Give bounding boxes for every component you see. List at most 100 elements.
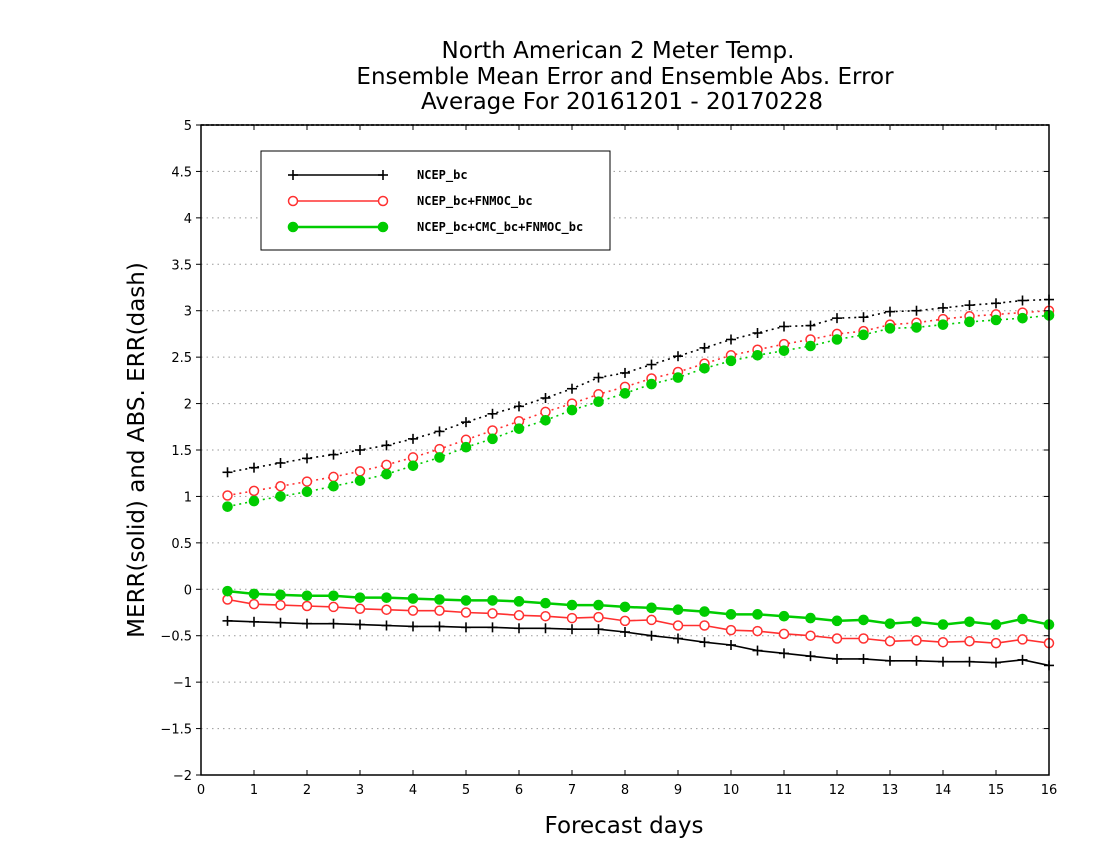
abs-err-point <box>937 319 949 330</box>
merr-point <box>249 616 259 627</box>
merr-point <box>461 622 471 633</box>
merr-point <box>779 648 789 659</box>
y-tick-label: −2 <box>173 769 192 784</box>
abs-err-point <box>673 351 683 362</box>
y-tick-label: −1 <box>173 676 192 691</box>
abs-err-point <box>540 393 551 403</box>
x-tick-label: 5 <box>462 783 470 798</box>
abs-err-point <box>407 460 419 472</box>
x-tick-label: 11 <box>776 783 793 798</box>
abs-err-point <box>991 298 1001 309</box>
merr-point <box>487 622 498 633</box>
merr-point <box>619 615 631 627</box>
merr-point <box>938 656 948 667</box>
abs-err-point <box>1017 295 1028 306</box>
merr-point <box>752 609 763 620</box>
y-axis: −2 −1.5 −1 −0.5 0 0.5 1 1.5 2 2.5 3 3.5 4 4.5 5 <box>160 119 1049 784</box>
abs-err-point <box>884 323 896 334</box>
x-tick-label: 2 <box>303 783 311 798</box>
merr-point <box>593 624 604 635</box>
merr-point <box>778 610 790 622</box>
merr-point <box>222 615 233 626</box>
merr-point <box>619 601 631 613</box>
merr-point <box>964 636 975 647</box>
abs-err-point <box>302 453 312 464</box>
abs-err-point <box>222 467 233 478</box>
merr-point <box>699 637 710 648</box>
merr-point <box>381 604 392 615</box>
abs-err-point <box>911 305 922 316</box>
abs-err-point <box>938 302 948 313</box>
merr-point <box>514 623 524 634</box>
legend-marker <box>377 195 389 207</box>
abs-err-point <box>461 417 471 428</box>
legend-marker <box>287 221 299 233</box>
merr-point <box>646 602 657 614</box>
y-tick-label: 0 <box>184 583 192 598</box>
merr-point <box>434 621 445 632</box>
merr-point <box>805 651 816 662</box>
merr-point <box>354 603 366 615</box>
merr-point <box>301 600 313 612</box>
abs-err-point <box>646 378 657 390</box>
merr-point <box>407 605 419 616</box>
merr-point <box>937 636 949 648</box>
merr-point <box>752 625 763 637</box>
title-line-2: Ensemble Mean Error and Ensemble Abs. Er… <box>356 64 894 90</box>
merr-point <box>248 598 260 610</box>
legend: NCEP_bc NCEP_bc+FNMOC_bc NCEP_bc+CMC_bc+FN… <box>260 150 611 251</box>
merr-point <box>964 656 975 667</box>
y-tick-label: −0.5 <box>160 630 192 645</box>
abs-err-point <box>487 433 498 445</box>
merr-point <box>328 618 339 629</box>
abs-err-point <box>328 449 339 460</box>
merr-point <box>1017 613 1028 625</box>
series-3 <box>222 310 1055 630</box>
merr-point <box>275 599 286 611</box>
merr-point <box>805 630 816 641</box>
x-tick-label: 9 <box>674 783 682 798</box>
merr-point <box>302 618 312 629</box>
merr-point <box>937 619 949 630</box>
merr-point <box>381 592 392 603</box>
merr-point <box>566 599 578 611</box>
abs-err-point <box>964 300 975 311</box>
abs-err-point <box>699 342 710 353</box>
merr-point <box>513 596 525 607</box>
legend-marker <box>288 170 298 180</box>
legend-label: NCEP_bc <box>417 168 468 183</box>
merr-point <box>725 624 737 636</box>
abs-err-point <box>593 396 604 408</box>
abs-err-point <box>1017 312 1028 324</box>
title-line-3: Average For 20161201 - 20170228 <box>421 89 823 115</box>
legend-label: NCEP_bc+CMC_bc+FNMOC_bc <box>417 220 583 235</box>
abs-err-point <box>699 362 710 374</box>
abs-err-point <box>222 490 233 501</box>
abs-err-point <box>752 349 763 361</box>
merr-point <box>381 620 392 631</box>
x-axis-label: Forecast days <box>545 813 704 839</box>
y-axis-label: MERR(solid) and ABS. ERR(dash) <box>124 262 150 638</box>
abs-err-point <box>726 334 736 345</box>
x-tick-label: 4 <box>409 783 417 798</box>
merr-point <box>487 595 498 606</box>
y-tick-label: 3.5 <box>171 258 192 273</box>
series-1 <box>222 294 1054 671</box>
y-tick-label: 5 <box>184 119 192 134</box>
merr-point <box>275 617 286 628</box>
merr-point <box>593 599 604 611</box>
merr-point <box>513 610 525 621</box>
merr-point <box>354 592 366 603</box>
abs-err-point <box>513 423 525 434</box>
merr-point <box>566 612 578 624</box>
legend-item-1: NCEP_bc <box>288 168 468 183</box>
abs-err-point <box>381 468 392 480</box>
abs-err-point <box>434 426 445 437</box>
merr-point <box>911 655 922 666</box>
abs-err-point <box>964 316 975 328</box>
merr-point <box>1017 634 1028 645</box>
abs-err-point <box>566 404 578 416</box>
abs-err-point <box>593 372 604 383</box>
merr-line <box>227 598 1050 644</box>
x-tick-label: 15 <box>988 783 1005 798</box>
